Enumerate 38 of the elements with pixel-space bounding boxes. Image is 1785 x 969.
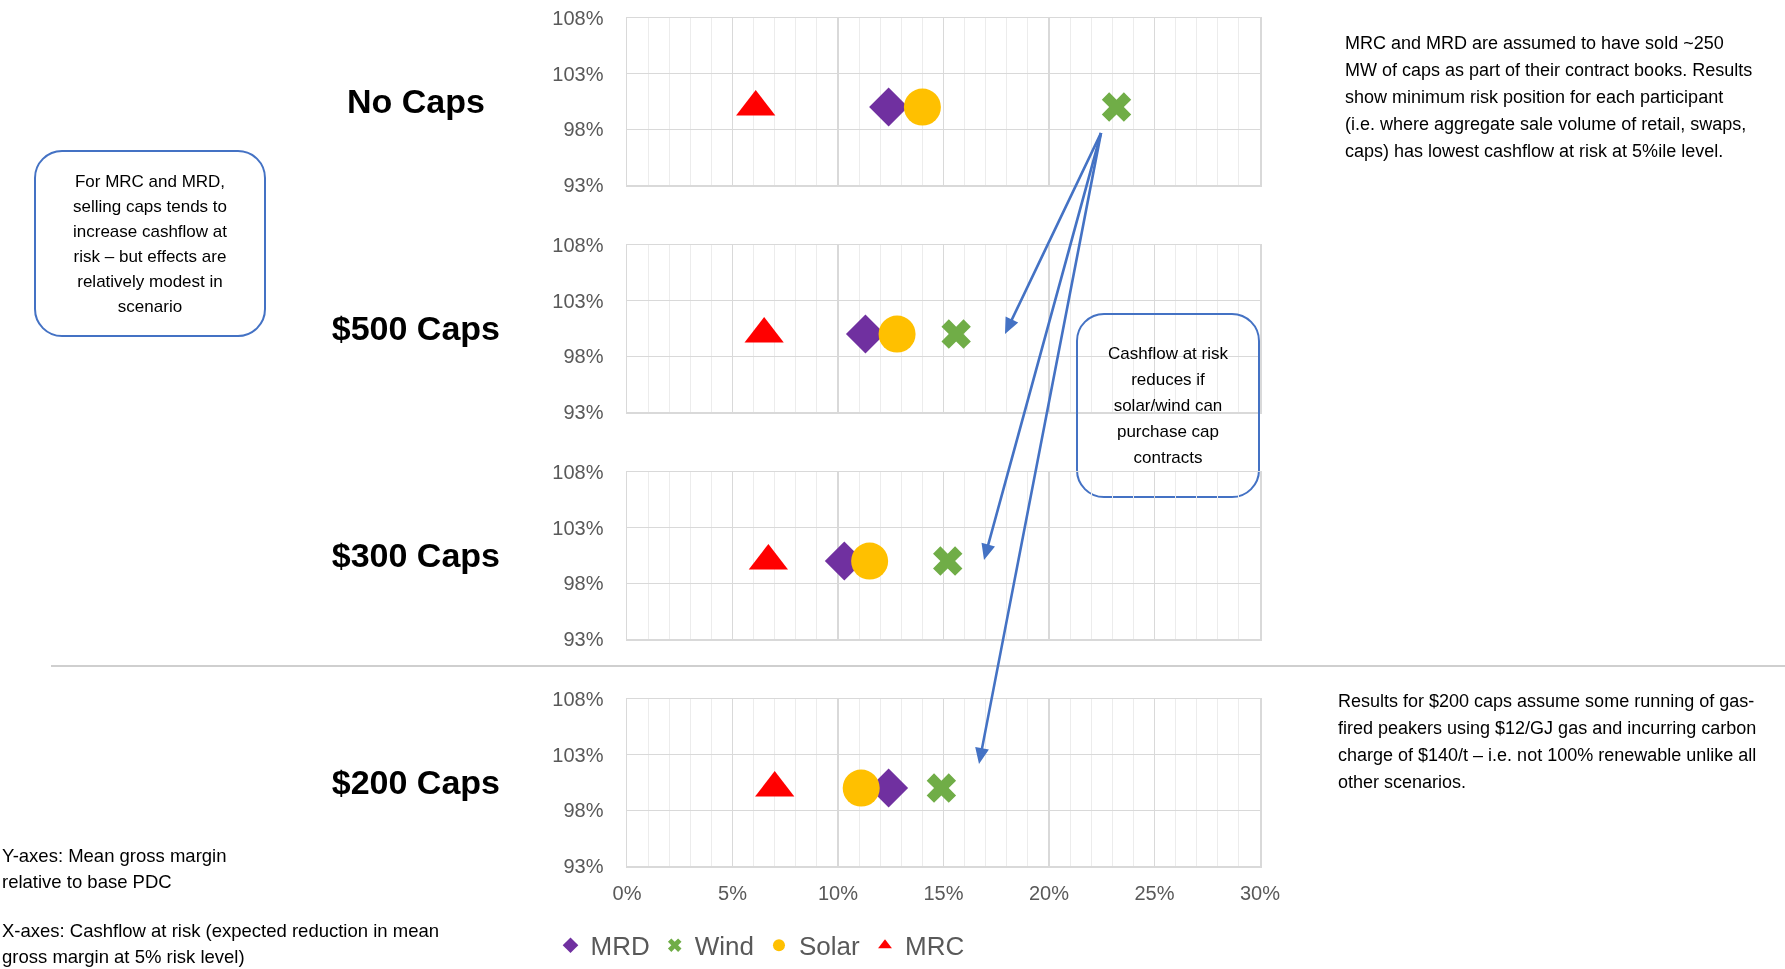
text: Results for $200 caps assume some running of gas-fired peakers using $12/GJ gas and incurring carbon charge of $140/t – i.e. not 100% renewable unlike all other scenarios. — [1338, 690, 1758, 794]
x-tick-label: 0% — [612, 881, 642, 904]
legend-label: Solar — [798, 931, 861, 962]
text: $200 Caps — [331, 763, 501, 802]
legend-label: Wind — [694, 931, 754, 962]
text: No Caps — [346, 82, 485, 121]
x-tick-label: 30% — [1239, 881, 1281, 904]
annotation: Cashflow at risk reduces if solar/wind can purchase cap contracts — [1108, 342, 1228, 469]
text: $500 Caps — [331, 309, 501, 348]
y-tick-label: 108% — [552, 688, 604, 710]
x-tick-label: 5% — [718, 881, 748, 904]
legend-label: MRC — [905, 931, 965, 962]
y-tick-label: 98% — [563, 118, 604, 141]
legend-label: MRD — [590, 931, 650, 962]
y-tick-label: 93% — [563, 855, 604, 877]
y-tick-label: 103% — [552, 516, 604, 539]
text: X-axes: Cashflow at risk (expected reduction in mean gross margin at 5% risk level) — [2, 919, 440, 969]
y-tick-label: 98% — [563, 799, 604, 822]
x-tick-label: 15% — [923, 881, 964, 904]
y-tick-label: 108% — [552, 234, 604, 256]
y-tick-label: 93% — [563, 628, 604, 650]
x-tick-label: 10% — [817, 881, 859, 904]
y-tick-label: 98% — [563, 572, 604, 595]
y-tick-label: 93% — [563, 174, 604, 196]
callout: Cashflow at risk reduces if solar/wind can purchase cap contracts — [1076, 313, 1260, 498]
y-tick-label: 103% — [552, 289, 604, 312]
y-tick-label: 98% — [563, 345, 604, 368]
y-tick-label: 103% — [552, 62, 604, 85]
text: Y-axes: Mean gross margin relative to base PDC — [2, 844, 228, 894]
text: $300 Caps — [331, 536, 501, 575]
y-tick-label: 103% — [552, 743, 604, 766]
y-tick-label: 93% — [563, 401, 604, 423]
y-tick-label: 108% — [552, 461, 604, 483]
x-tick-label: 25% — [1134, 881, 1175, 904]
x-tick-label: 20% — [1028, 881, 1070, 904]
callout: For MRC and MRD, selling caps tends to increase cashflow at risk – but effects are relatively modest in scenario — [34, 150, 266, 337]
y-tick-label: 108% — [552, 7, 604, 29]
text: MRC and MRD are assumed to have sold ~250 MW of caps as part of their contract books. Results show minimum risk position for each participant (i.e. where aggregate sale volume of retail, swaps, caps) has lowest cashflow at risk at 5%ile level. — [1345, 32, 1754, 163]
